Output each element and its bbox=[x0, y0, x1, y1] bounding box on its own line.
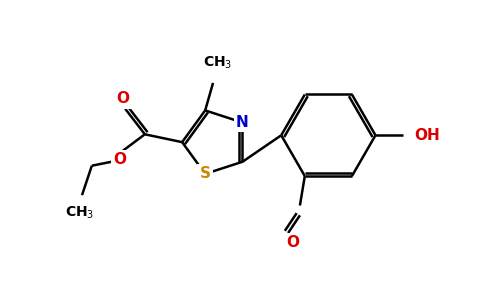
Text: CH$_3$: CH$_3$ bbox=[65, 205, 95, 221]
Text: CH$_3$: CH$_3$ bbox=[203, 55, 233, 71]
Text: N: N bbox=[236, 115, 249, 130]
Text: O: O bbox=[287, 235, 300, 250]
Text: S: S bbox=[200, 167, 211, 182]
Text: OH: OH bbox=[415, 128, 440, 143]
Text: O: O bbox=[117, 92, 130, 106]
Text: O: O bbox=[113, 152, 126, 167]
